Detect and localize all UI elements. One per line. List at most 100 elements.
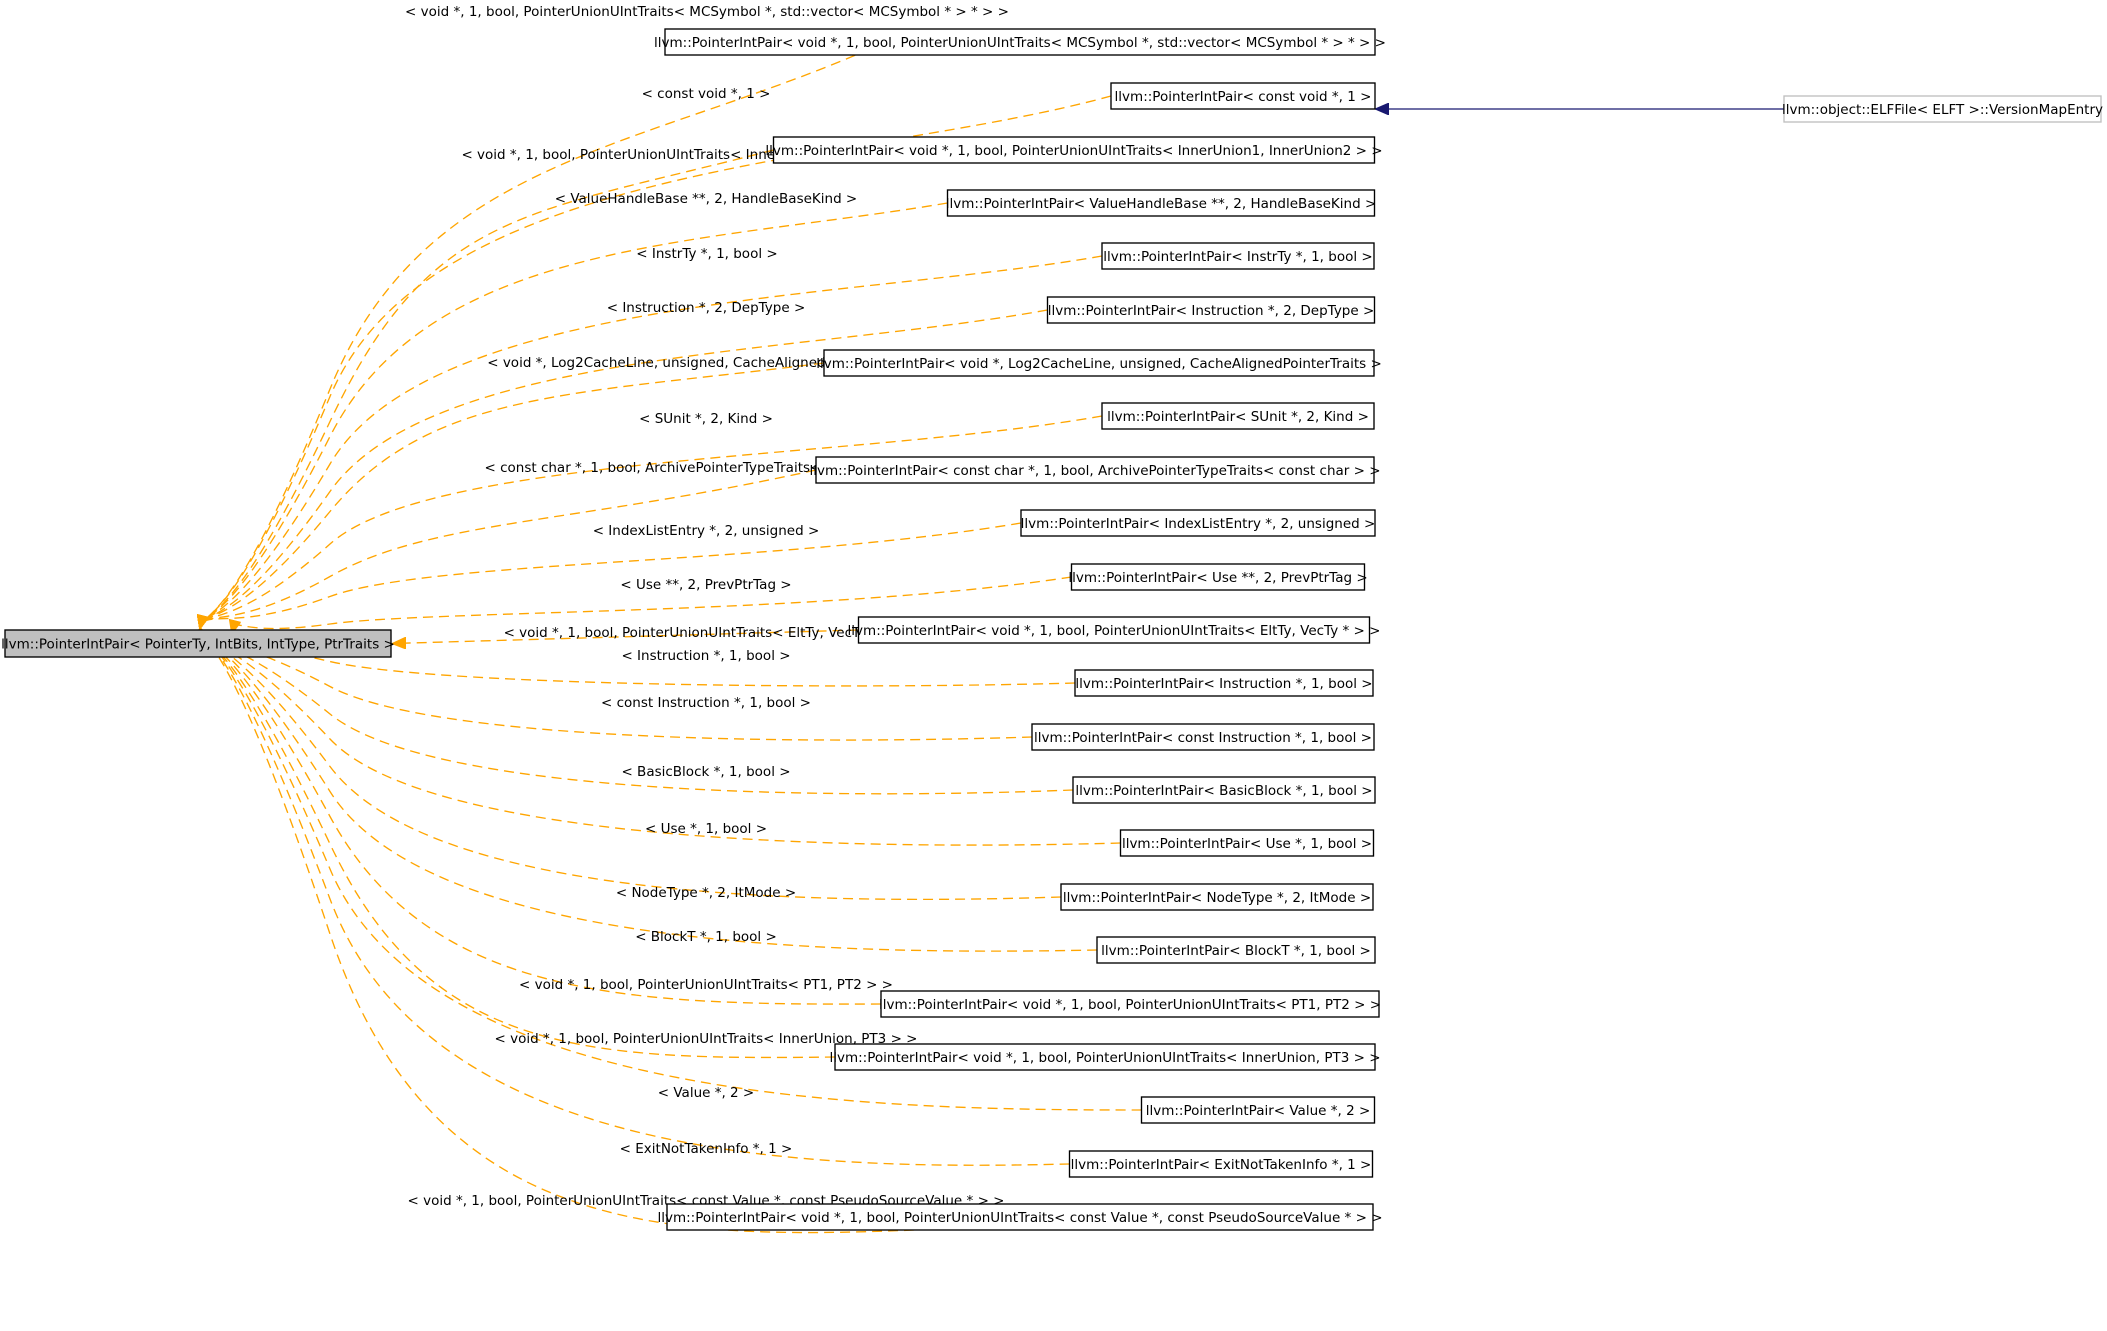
- edge-label-10: < Use **, 2, PrevPtrTag >: [620, 577, 791, 593]
- instantiation-node-13[interactable]: llvm::PointerIntPair< const Instruction …: [1031, 723, 1375, 751]
- template-edge-10: [232, 576, 1072, 633]
- template-edge-2: [200, 149, 774, 628]
- instantiation-node-9[interactable]: llvm::PointerIntPair< IndexListEntry *, …: [1020, 509, 1376, 537]
- instantiation-node-1-box: [1110, 82, 1376, 110]
- instantiation-node-17-label: llvm::PointerIntPair< BlockT *, 1, bool …: [1101, 943, 1371, 959]
- template-edge-22: [200, 628, 915, 1234]
- derived-class-node-label: llvm::object::ELFFile< ELFT >::VersionMa…: [1782, 102, 2103, 118]
- instantiation-node-20-box: [1140, 1096, 1376, 1124]
- instantiation-node-9-label: llvm::PointerIntPair< IndexListEntry *, …: [1021, 516, 1376, 532]
- template-edge-4: [200, 255, 1103, 628]
- instantiation-node-3-box: [946, 189, 1376, 217]
- template-edge-20: [200, 628, 1142, 1111]
- instantiation-node-12-label: llvm::PointerIntPair< Instruction *, 1, …: [1075, 676, 1372, 692]
- instantiation-node-10-label: llvm::PointerIntPair< Use **, 2, PrevPtr…: [1068, 570, 1367, 586]
- instantiation-node-22[interactable]: llvm::PointerIntPair< void *, 1, bool, P…: [657, 1203, 1383, 1231]
- instantiation-node-4-box: [1101, 242, 1375, 270]
- root-class-node-box: [4, 629, 392, 658]
- instantiation-node-22-label: llvm::PointerIntPair< void *, 1, bool, P…: [657, 1210, 1382, 1226]
- instantiation-node-17-box: [1096, 936, 1376, 964]
- instantiation-node-2-box: [772, 136, 1376, 164]
- root-class-node-label: llvm::PointerIntPair< PointerTy, IntBits…: [1, 636, 395, 652]
- root-class-node[interactable]: llvm::PointerIntPair< PointerTy, IntBits…: [1, 629, 395, 658]
- template-edge-9: [200, 522, 1022, 628]
- instantiation-node-15-box: [1119, 829, 1375, 857]
- instantiation-node-7-label: llvm::PointerIntPair< SUnit *, 2, Kind >: [1107, 409, 1369, 425]
- template-edge-19: [200, 628, 836, 1059]
- instantiation-node-15-label: llvm::PointerIntPair< Use *, 1, bool >: [1122, 836, 1372, 852]
- instantiation-node-20-label: llvm::PointerIntPair< Value *, 2 >: [1146, 1103, 1371, 1119]
- edge-label-14: < BasicBlock *, 1, bool >: [621, 764, 790, 780]
- instantiation-node-17[interactable]: llvm::PointerIntPair< BlockT *, 1, bool …: [1096, 936, 1376, 964]
- instantiation-node-5[interactable]: llvm::PointerIntPair< Instruction *, 2, …: [1046, 296, 1376, 324]
- instantiation-node-11-box: [857, 616, 1371, 644]
- instantiation-node-19[interactable]: llvm::PointerIntPair< void *, 1, bool, P…: [829, 1043, 1381, 1071]
- edge-label-12: < Instruction *, 1, bool >: [621, 648, 790, 664]
- instantiation-node-12[interactable]: llvm::PointerIntPair< Instruction *, 1, …: [1074, 669, 1374, 697]
- template-edge-7: [200, 415, 1103, 628]
- instantiation-node-8[interactable]: llvm::PointerIntPair< const char *, 1, b…: [809, 456, 1381, 484]
- edge-label-21: < ExitNotTakenInfo *, 1 >: [620, 1141, 793, 1157]
- instantiation-node-2[interactable]: llvm::PointerIntPair< void *, 1, bool, P…: [765, 136, 1383, 164]
- instantiation-node-14-label: llvm::PointerIntPair< BasicBlock *, 1, b…: [1075, 783, 1372, 799]
- edge-labels-layer: < void *, 1, bool, PointerUnionUIntTrait…: [405, 4, 1009, 1209]
- edge-label-17: < BlockT *, 1, bool >: [635, 929, 777, 945]
- template-edge-5: [200, 309, 1048, 628]
- instantiation-node-9-box: [1020, 509, 1376, 537]
- instantiation-node-8-box: [815, 456, 1375, 484]
- instantiation-node-10[interactable]: llvm::PointerIntPair< Use **, 2, PrevPtr…: [1068, 563, 1368, 591]
- instantiation-node-13-label: llvm::PointerIntPair< const Instruction …: [1034, 730, 1372, 746]
- instantiation-node-6-label: llvm::PointerIntPair< void *, Log2CacheL…: [816, 356, 1382, 372]
- derived-class-node[interactable]: llvm::object::ELFFile< ELFT >::VersionMa…: [1782, 95, 2103, 123]
- instantiation-node-7-box: [1101, 402, 1375, 430]
- instantiation-node-18-label: llvm::PointerIntPair< void *, 1, bool, P…: [879, 997, 1381, 1013]
- instantiation-node-15[interactable]: llvm::PointerIntPair< Use *, 1, bool >: [1119, 829, 1375, 857]
- instantiation-node-6[interactable]: llvm::PointerIntPair< void *, Log2CacheL…: [816, 349, 1382, 377]
- instantiation-node-3[interactable]: llvm::PointerIntPair< ValueHandleBase **…: [946, 189, 1377, 217]
- edge-label-5: < Instruction *, 2, DepType >: [607, 300, 806, 316]
- edge-label-20: < Value *, 2 >: [658, 1085, 755, 1101]
- template-edge-21: [200, 628, 1070, 1166]
- edge-label-16: < NodeType *, 2, ItMode >: [616, 885, 796, 901]
- instantiation-node-18[interactable]: llvm::PointerIntPair< void *, 1, bool, P…: [879, 990, 1381, 1018]
- instantiation-node-14[interactable]: llvm::PointerIntPair< BasicBlock *, 1, b…: [1072, 776, 1376, 804]
- instantiation-node-16[interactable]: llvm::PointerIntPair< NodeType *, 2, ItM…: [1060, 883, 1374, 911]
- instantiation-node-11[interactable]: llvm::PointerIntPair< void *, 1, bool, P…: [848, 616, 1381, 644]
- instantiation-node-7[interactable]: llvm::PointerIntPair< SUnit *, 2, Kind >: [1101, 402, 1375, 430]
- nodes-layer: llvm::PointerIntPair< PointerTy, IntBits…: [1, 28, 2103, 1231]
- instantiation-node-10-box: [1070, 563, 1366, 591]
- instantiation-node-4[interactable]: llvm::PointerIntPair< InstrTy *, 1, bool…: [1101, 242, 1375, 270]
- template-edge-18: [200, 628, 882, 1005]
- instantiation-node-21-label: llvm::PointerIntPair< ExitNotTakenInfo *…: [1071, 1157, 1372, 1173]
- instantiation-node-1-label: llvm::PointerIntPair< const void *, 1 >: [1115, 89, 1372, 105]
- instantiation-node-20[interactable]: llvm::PointerIntPair< Value *, 2 >: [1140, 1096, 1376, 1124]
- instantiation-node-19-label: llvm::PointerIntPair< void *, 1, bool, P…: [829, 1050, 1380, 1066]
- edge-label-13: < const Instruction *, 1, bool >: [601, 695, 811, 711]
- instantiation-node-21[interactable]: llvm::PointerIntPair< ExitNotTakenInfo *…: [1068, 1150, 1374, 1178]
- instantiation-node-11-label: llvm::PointerIntPair< void *, 1, bool, P…: [848, 623, 1381, 639]
- instantiation-node-0-box: [664, 28, 1376, 56]
- instantiation-node-16-label: llvm::PointerIntPair< NodeType *, 2, ItM…: [1063, 890, 1371, 906]
- template-edge-3: [200, 202, 948, 628]
- instantiation-node-21-box: [1068, 1150, 1374, 1178]
- template-edge-8: [200, 469, 817, 628]
- edge-label-1: < const void *, 1 >: [642, 86, 771, 102]
- template-edge-14: [200, 628, 1074, 795]
- instantiation-node-19-box: [834, 1043, 1376, 1071]
- edge-label-3: < ValueHandleBase **, 2, HandleBaseKind …: [555, 191, 858, 207]
- instantiation-node-1[interactable]: llvm::PointerIntPair< const void *, 1 >: [1110, 82, 1376, 110]
- instantiation-node-13-box: [1031, 723, 1375, 751]
- edge-label-0: < void *, 1, bool, PointerUnionUIntTrait…: [405, 4, 1009, 20]
- instantiation-node-0[interactable]: llvm::PointerIntPair< void *, 1, bool, P…: [654, 28, 1386, 56]
- instantiation-node-3-label: llvm::PointerIntPair< ValueHandleBase **…: [946, 196, 1377, 212]
- instantiation-node-12-box: [1074, 669, 1374, 697]
- instantiation-node-5-box: [1046, 296, 1376, 324]
- edge-label-18: < void *, 1, bool, PointerUnionUIntTrait…: [519, 977, 893, 993]
- derived-class-node-box: [1783, 95, 2102, 123]
- instantiation-node-16-box: [1060, 883, 1374, 911]
- instantiation-node-0-label: llvm::PointerIntPair< void *, 1, bool, P…: [654, 35, 1386, 51]
- instantiation-node-6-box: [823, 349, 1375, 377]
- instantiation-node-22-box: [666, 1203, 1374, 1231]
- template-edge-0: [200, 28, 914, 628]
